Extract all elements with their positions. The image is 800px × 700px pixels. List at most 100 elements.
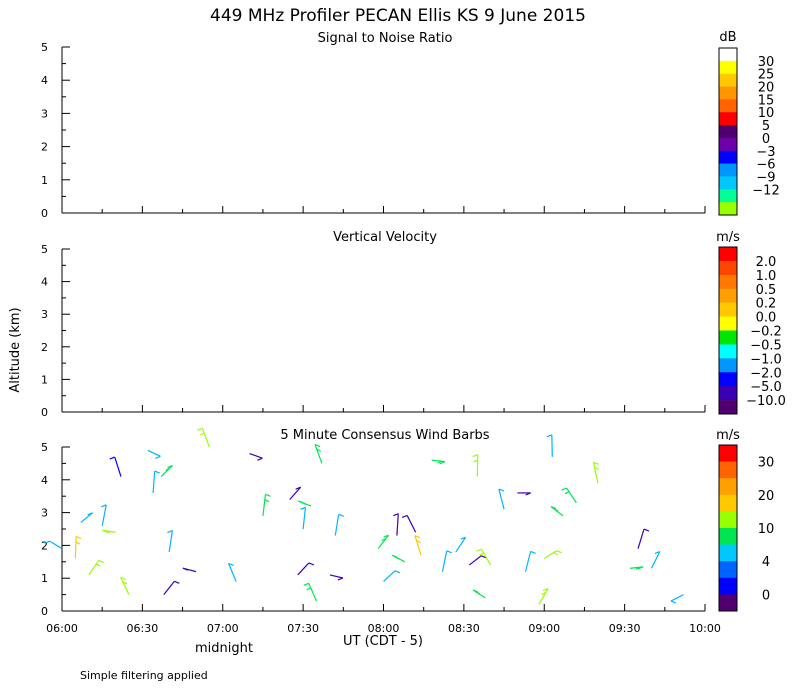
colorbar-label: 20 [758, 489, 775, 504]
wind-barb [383, 570, 401, 582]
colorbar-segment [719, 561, 737, 579]
colorbar-label: −2.0 [750, 366, 782, 381]
y-tick-label: 2 [41, 539, 48, 552]
filtering-footnote: Simple filtering applied [80, 669, 208, 682]
colorbar-segment [719, 176, 737, 190]
colorbar-label: 25 [758, 68, 775, 83]
colorbar-segment [719, 445, 737, 462]
x-axis-label: UT (CDT - 5) [343, 634, 423, 649]
colorbar-unit: m/s [716, 230, 740, 245]
wind-barb [197, 427, 210, 448]
colorbar-unit: m/s [716, 428, 740, 443]
wind-barb [441, 550, 452, 572]
colorbar-label: 10 [758, 522, 775, 537]
colorbar-segment [719, 344, 737, 359]
wind-barb [80, 512, 93, 523]
chart-title: 449 MHz Profiler PECAN Ellis KS 9 June 2… [210, 6, 586, 26]
wind-barb [297, 562, 315, 576]
colorbar-label: 5 [762, 119, 770, 134]
wind-barb [476, 548, 492, 566]
y-tick-label: 1 [41, 373, 48, 386]
wind-barb [152, 470, 160, 493]
colorbar-label: 2.0 [756, 255, 777, 270]
colorbar-segment [719, 511, 737, 529]
wind-barb [468, 555, 487, 566]
colorbar-label: 15 [758, 93, 775, 108]
x-tick-label: 07:00 [207, 622, 239, 635]
wind-barb [88, 559, 104, 576]
colorbar-label: 0 [762, 132, 770, 147]
y-tick-label: 5 [41, 441, 48, 454]
wind-barb [298, 500, 312, 507]
wind-barb [629, 566, 644, 570]
colorbar-label: −5.0 [750, 380, 782, 395]
y-tick-label: 4 [41, 276, 48, 289]
wind-barb [228, 562, 237, 582]
y-axis-label: Altitude (km) [8, 307, 23, 392]
colorbar-label: 0.0 [756, 311, 777, 326]
colorbar-frame [718, 47, 738, 216]
panel-title: Signal to Noise Ratio [318, 31, 453, 46]
colorbar-segment [719, 528, 737, 545]
wind-barb [561, 487, 577, 504]
x-tick-label: 08:30 [448, 622, 480, 635]
colorbar-segment [719, 372, 737, 387]
colorbar-segment [719, 358, 737, 373]
y-tick-label: 3 [41, 107, 48, 120]
wind-barb [120, 576, 130, 595]
wind-barb [182, 567, 197, 573]
wind-barb [431, 459, 446, 465]
y-tick-label: 0 [41, 605, 48, 618]
colorbar-label: −0.5 [750, 338, 782, 353]
wind-barb [401, 514, 417, 533]
colorbar-label: 10 [758, 106, 775, 121]
wind-barb [167, 530, 173, 553]
wind-barb [249, 452, 263, 461]
colorbar-segment [719, 247, 737, 262]
wind-barb [101, 504, 107, 526]
colorbar-label: 30 [758, 55, 775, 70]
panel-title: 5 Minute Consensus Wind Barbs [280, 428, 489, 443]
colorbar-segment [719, 73, 737, 87]
wind-barb [102, 529, 116, 534]
colorbar-segment [719, 60, 737, 74]
colorbar-segment [719, 112, 737, 126]
colorbar-label: 30 [758, 456, 775, 471]
colorbar-segment [719, 260, 737, 276]
colorbar-segment [719, 478, 737, 496]
wind-barb [393, 513, 399, 536]
y-tick-label: 0 [41, 406, 48, 419]
colorbar-segment [719, 288, 737, 303]
wind-barb [550, 506, 564, 517]
wind-barb [472, 453, 479, 477]
wind-barb [314, 443, 323, 464]
wind-barb [455, 536, 467, 553]
colorbar-segment [719, 189, 737, 203]
colorbar-label: 0.5 [756, 283, 777, 298]
wind-barb [74, 535, 82, 559]
midnight-annotation: midnight [195, 641, 253, 656]
colorbar-segment [719, 302, 737, 317]
colorbar-label: −9 [756, 170, 775, 185]
colorbar-segment [719, 137, 737, 152]
colorbar-label: 0 [762, 588, 770, 603]
colorbar-label: −10.0 [746, 394, 786, 409]
vertical-velocity-panel: Vertical Velocity 0 1 2 3 4 5 m/s 2.01.00.50.20.… [41, 230, 786, 419]
wind-barb [160, 464, 173, 477]
colorbar-segment [719, 400, 737, 415]
wind-barb [300, 506, 307, 530]
y-tick-label: 2 [41, 341, 48, 354]
wind-barb [289, 486, 302, 500]
colorbar-label: 20 [758, 81, 775, 96]
wind-barb [44, 540, 63, 550]
wind-barb [262, 493, 271, 516]
colorbar-segment [719, 48, 737, 62]
colorbar-segment [719, 202, 737, 216]
wind-barb [543, 550, 562, 560]
colorbar-unit: dB [719, 30, 736, 45]
colorbar-label: 1.0 [756, 269, 777, 284]
wind-barb [334, 513, 344, 536]
wind-barb [392, 554, 406, 563]
x-tick-label: 09:00 [528, 622, 560, 635]
